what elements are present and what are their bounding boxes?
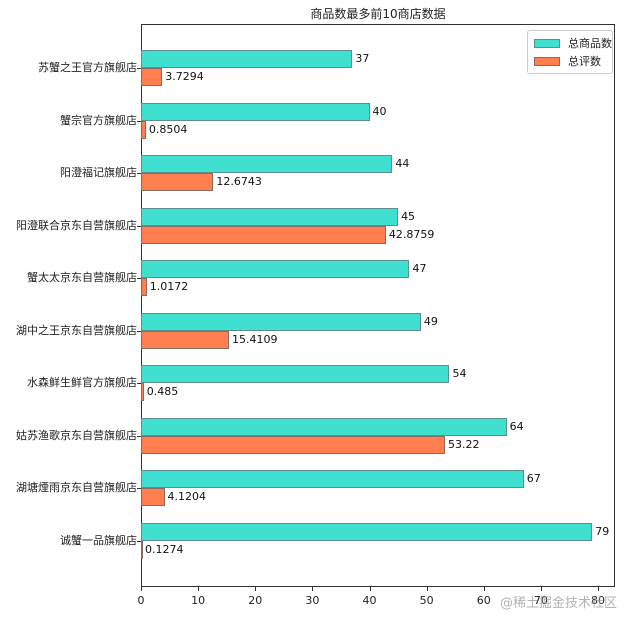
bar-value-label: 67	[526, 472, 541, 486]
bar-total-reviews	[141, 120, 146, 139]
legend-item-total-reviews: 总评数	[534, 54, 601, 68]
bar-value-label: 47	[412, 262, 427, 276]
bar-total-reviews	[141, 435, 446, 454]
bar-value-label: 42.8759	[388, 227, 435, 241]
y-tick-label: 阳澄联合京东自营旗舰店	[16, 218, 137, 232]
legend-label: 总商品数	[568, 37, 612, 50]
bar-total-products	[141, 102, 370, 121]
bar-value-label: 45	[401, 209, 416, 223]
x-tick-label: 80	[591, 594, 605, 607]
legend-swatch-teal	[534, 38, 560, 48]
bar-total-reviews	[141, 383, 144, 402]
y-tick	[137, 225, 141, 227]
bar-total-reviews	[141, 540, 143, 559]
bar-value-label: 44	[395, 157, 410, 171]
bar-value-label: 0.1274	[145, 542, 184, 556]
y-tick	[137, 68, 141, 69]
x-tick-label: 30	[305, 594, 320, 607]
watermark: @稀土掘金技术社区	[500, 596, 618, 611]
y-tick	[137, 488, 141, 490]
plot-area	[141, 24, 615, 587]
y-tick-label: 水森鲜生鲜官方旗舰店	[27, 376, 137, 390]
bar-total-products	[141, 365, 450, 384]
x-tick	[255, 587, 257, 591]
bar-total-reviews	[141, 173, 214, 192]
y-tick-label: 苏蟹之王官方旗舰店	[38, 61, 137, 74]
y-tick-label: 蟹宗官方旗舰店	[60, 113, 137, 127]
x-tick-label: 40	[362, 594, 377, 607]
bar-value-label: 3.7294	[165, 70, 204, 83]
x-tick	[312, 587, 314, 591]
bar-value-label: 54	[452, 367, 467, 381]
y-tick-label: 阳澄福记旗舰店	[60, 166, 137, 180]
y-tick-label: 湖中之王京东自营旗舰店	[16, 323, 137, 337]
y-tick-label: 蟹太太京东自营旗舰店	[27, 271, 137, 285]
bar-value-label: 4.1204	[167, 490, 207, 504]
bar-total-products	[141, 155, 393, 174]
bar-total-products	[141, 312, 421, 331]
y-tick	[137, 120, 141, 122]
y-tick-label: 诚蟹一品旗舰店	[60, 533, 137, 547]
bar-total-products	[141, 470, 524, 489]
x-tick-label: 50	[419, 594, 434, 607]
x-tick	[141, 587, 142, 591]
bar-value-label: 53.22	[448, 437, 480, 451]
bar-total-products	[141, 260, 410, 279]
y-tick	[137, 435, 141, 437]
bar-value-label: 12.6743	[216, 175, 262, 189]
legend: 总商品数 总评数	[527, 30, 613, 74]
bar-value-label: 49	[423, 314, 438, 328]
bar-total-reviews	[141, 225, 386, 244]
bar-total-products	[141, 522, 593, 541]
x-tick	[598, 587, 599, 591]
bar-value-label: 15.4109	[232, 332, 278, 346]
y-tick-label: 姑苏渔歌京东自营旗舰店	[16, 428, 137, 442]
y-tick	[137, 330, 141, 332]
y-tick-label: 湖塘煙雨京东自营旗舰店	[16, 481, 137, 495]
y-tick	[137, 173, 141, 175]
legend-label: 总评数	[568, 55, 601, 68]
bar-total-reviews	[141, 68, 163, 86]
bar-total-products	[141, 50, 353, 68]
x-tick-label: 0	[137, 594, 145, 607]
bar-total-reviews	[141, 278, 147, 297]
legend-item-total-products: 总商品数	[534, 36, 612, 50]
x-tick	[198, 587, 200, 591]
y-tick	[137, 540, 141, 542]
bar-total-products	[141, 207, 399, 226]
bar-value-label: 40	[372, 104, 387, 118]
y-tick	[137, 278, 141, 280]
bar-value-label: 64	[509, 419, 524, 433]
x-tick-label: 60	[476, 594, 491, 607]
bar-value-label: 37	[355, 52, 370, 65]
x-tick	[483, 587, 485, 591]
legend-swatch-coral	[534, 56, 560, 66]
x-tick-label: 10	[191, 594, 206, 607]
x-tick-label: 20	[248, 594, 263, 607]
x-tick	[426, 587, 428, 591]
x-tick	[540, 587, 542, 591]
x-tick-label: 70	[533, 594, 548, 607]
x-tick	[369, 587, 371, 591]
bar-total-reviews	[141, 488, 165, 507]
bar-value-label: 0.485	[146, 385, 179, 399]
bar-value-label: 79	[595, 524, 610, 538]
y-tick	[137, 383, 141, 385]
bar-value-label: 0.8504	[148, 122, 188, 136]
chart-title: 商品数最多前10商店数据	[310, 7, 446, 21]
bar-total-reviews	[141, 330, 230, 349]
bar-value-label: 1.0172	[149, 280, 189, 294]
bar-total-products	[141, 417, 507, 436]
